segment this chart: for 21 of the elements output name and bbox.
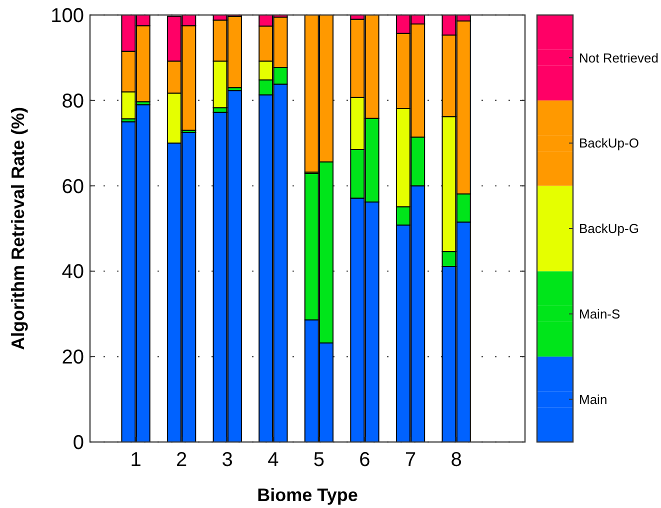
legend-label: Not Retrieved <box>579 50 658 66</box>
legend-label: BackUp-O <box>579 136 639 151</box>
x-tick-label: 5 <box>313 449 325 471</box>
y-tick-label: 20 <box>62 346 84 369</box>
y-tick-label: 100 <box>50 5 84 27</box>
x-tick-label: 7 <box>404 449 416 471</box>
x-tick-label: 6 <box>359 449 370 471</box>
y-tick-label: 80 <box>62 90 84 112</box>
y-tick-label: 40 <box>62 261 84 284</box>
x-axis-title: Biome Type <box>257 485 358 505</box>
y-tick-label: 60 <box>62 176 84 198</box>
x-tick-label: 1 <box>130 449 142 471</box>
legend-label: Main <box>579 392 608 407</box>
x-tick-label: 2 <box>176 449 188 471</box>
y-axis-title: Algorithm Retrieval Rate (%) <box>8 106 28 350</box>
x-tick-label: 4 <box>268 449 279 471</box>
x-tick-label: 8 <box>450 449 462 471</box>
y-tick-label: 0 <box>72 432 84 454</box>
x-tick-label: 3 <box>222 449 233 471</box>
legend-label: Main-S <box>579 306 621 322</box>
legend-label: BackUp-G <box>579 221 639 236</box>
